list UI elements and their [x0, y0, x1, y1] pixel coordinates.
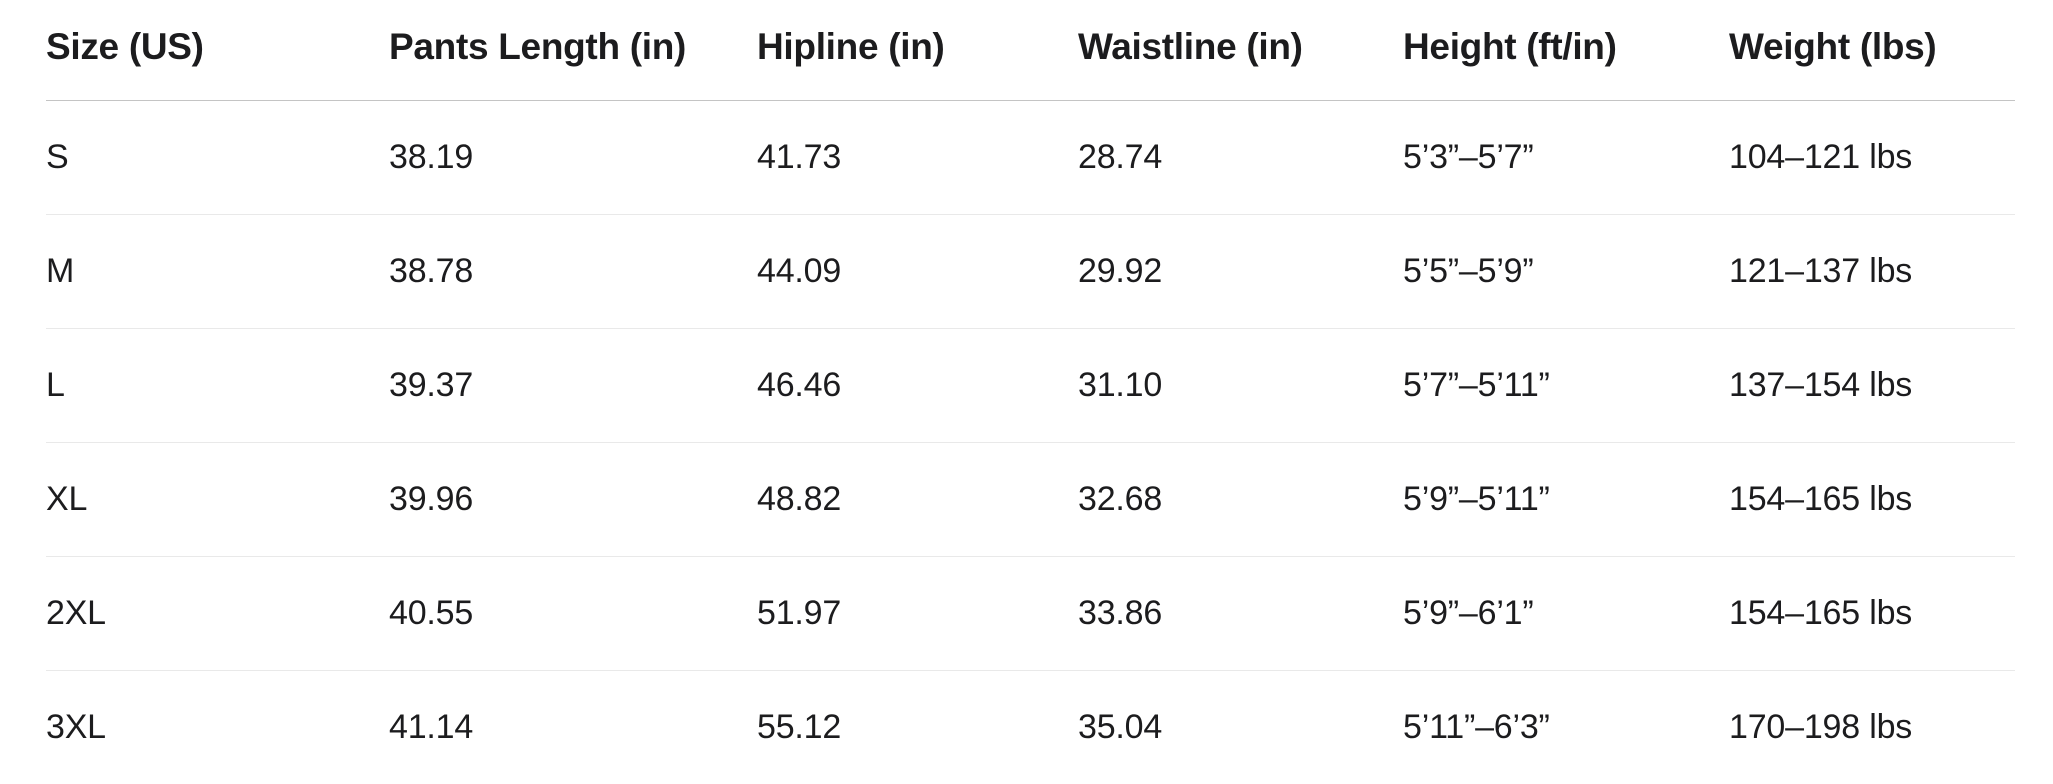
cell-height: 5’9”–5’11”: [1403, 443, 1729, 557]
cell-weight: 154–165 lbs: [1729, 557, 2015, 671]
cell-pants-length: 38.78: [389, 215, 757, 329]
cell-pants-length: 40.55: [389, 557, 757, 671]
cell-hipline: 44.09: [757, 215, 1078, 329]
cell-weight: 137–154 lbs: [1729, 329, 2015, 443]
cell-pants-length: 39.96: [389, 443, 757, 557]
cell-height: 5’11”–6’3”: [1403, 671, 1729, 784]
table-row: XL 39.96 48.82 32.68 5’9”–5’11” 154–165 …: [46, 443, 2015, 557]
cell-waistline: 35.04: [1078, 671, 1403, 784]
column-header-weight: Weight (lbs): [1729, 0, 2015, 101]
cell-height: 5’3”–5’7”: [1403, 101, 1729, 215]
cell-height: 5’7”–5’11”: [1403, 329, 1729, 443]
cell-pants-length: 38.19: [389, 101, 757, 215]
cell-height: 5’5”–5’9”: [1403, 215, 1729, 329]
cell-waistline: 32.68: [1078, 443, 1403, 557]
cell-waistline: 29.92: [1078, 215, 1403, 329]
cell-weight: 170–198 lbs: [1729, 671, 2015, 784]
cell-size: XL: [46, 443, 389, 557]
cell-pants-length: 41.14: [389, 671, 757, 784]
cell-weight: 154–165 lbs: [1729, 443, 2015, 557]
column-header-size-us: Size (US): [46, 0, 389, 101]
column-header-pants-length: Pants Length (in): [389, 0, 757, 101]
cell-height: 5’9”–6’1”: [1403, 557, 1729, 671]
cell-hipline: 46.46: [757, 329, 1078, 443]
column-header-height: Height (ft/in): [1403, 0, 1729, 101]
table-row: S 38.19 41.73 28.74 5’3”–5’7” 104–121 lb…: [46, 101, 2015, 215]
cell-size: L: [46, 329, 389, 443]
column-header-waistline: Waistline (in): [1078, 0, 1403, 101]
cell-waistline: 28.74: [1078, 101, 1403, 215]
cell-hipline: 41.73: [757, 101, 1078, 215]
table-row: L 39.37 46.46 31.10 5’7”–5’11” 137–154 l…: [46, 329, 2015, 443]
cell-hipline: 48.82: [757, 443, 1078, 557]
cell-size: 3XL: [46, 671, 389, 784]
column-header-hipline: Hipline (in): [757, 0, 1078, 101]
table-row: 2XL 40.55 51.97 33.86 5’9”–6’1” 154–165 …: [46, 557, 2015, 671]
cell-hipline: 51.97: [757, 557, 1078, 671]
cell-waistline: 33.86: [1078, 557, 1403, 671]
table-header-row: Size (US) Pants Length (in) Hipline (in)…: [46, 0, 2015, 101]
cell-hipline: 55.12: [757, 671, 1078, 784]
cell-weight: 121–137 lbs: [1729, 215, 2015, 329]
cell-size: S: [46, 101, 389, 215]
size-chart-table: Size (US) Pants Length (in) Hipline (in)…: [46, 0, 2015, 784]
cell-pants-length: 39.37: [389, 329, 757, 443]
cell-weight: 104–121 lbs: [1729, 101, 2015, 215]
cell-size: 2XL: [46, 557, 389, 671]
cell-size: M: [46, 215, 389, 329]
table-row: 3XL 41.14 55.12 35.04 5’11”–6’3” 170–198…: [46, 671, 2015, 784]
cell-waistline: 31.10: [1078, 329, 1403, 443]
table-row: M 38.78 44.09 29.92 5’5”–5’9” 121–137 lb…: [46, 215, 2015, 329]
